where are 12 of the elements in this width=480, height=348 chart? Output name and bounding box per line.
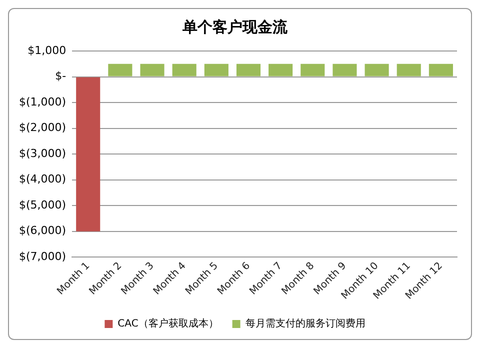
y-tick-label: $- [55, 70, 66, 83]
y-tick-label: $1,000 [28, 44, 66, 57]
chart-title: 单个客户现金流 [182, 18, 288, 36]
y-tick-label: $(6,000) [18, 224, 66, 238]
legend-label: 每月需支付的服务订阅费用 [245, 318, 366, 330]
y-tick-label: $(3,000) [18, 146, 66, 160]
legend-label: CAC（客户获取成本） [118, 318, 218, 330]
y-tick-label: $(7,000) [18, 250, 66, 263]
y-tick-label: $(4,000) [18, 172, 66, 186]
y-tick-label: $(1,000) [18, 95, 66, 108]
y-tick-label: $(2,000) [18, 121, 66, 134]
y-tick-label: $(5,000) [18, 198, 66, 212]
